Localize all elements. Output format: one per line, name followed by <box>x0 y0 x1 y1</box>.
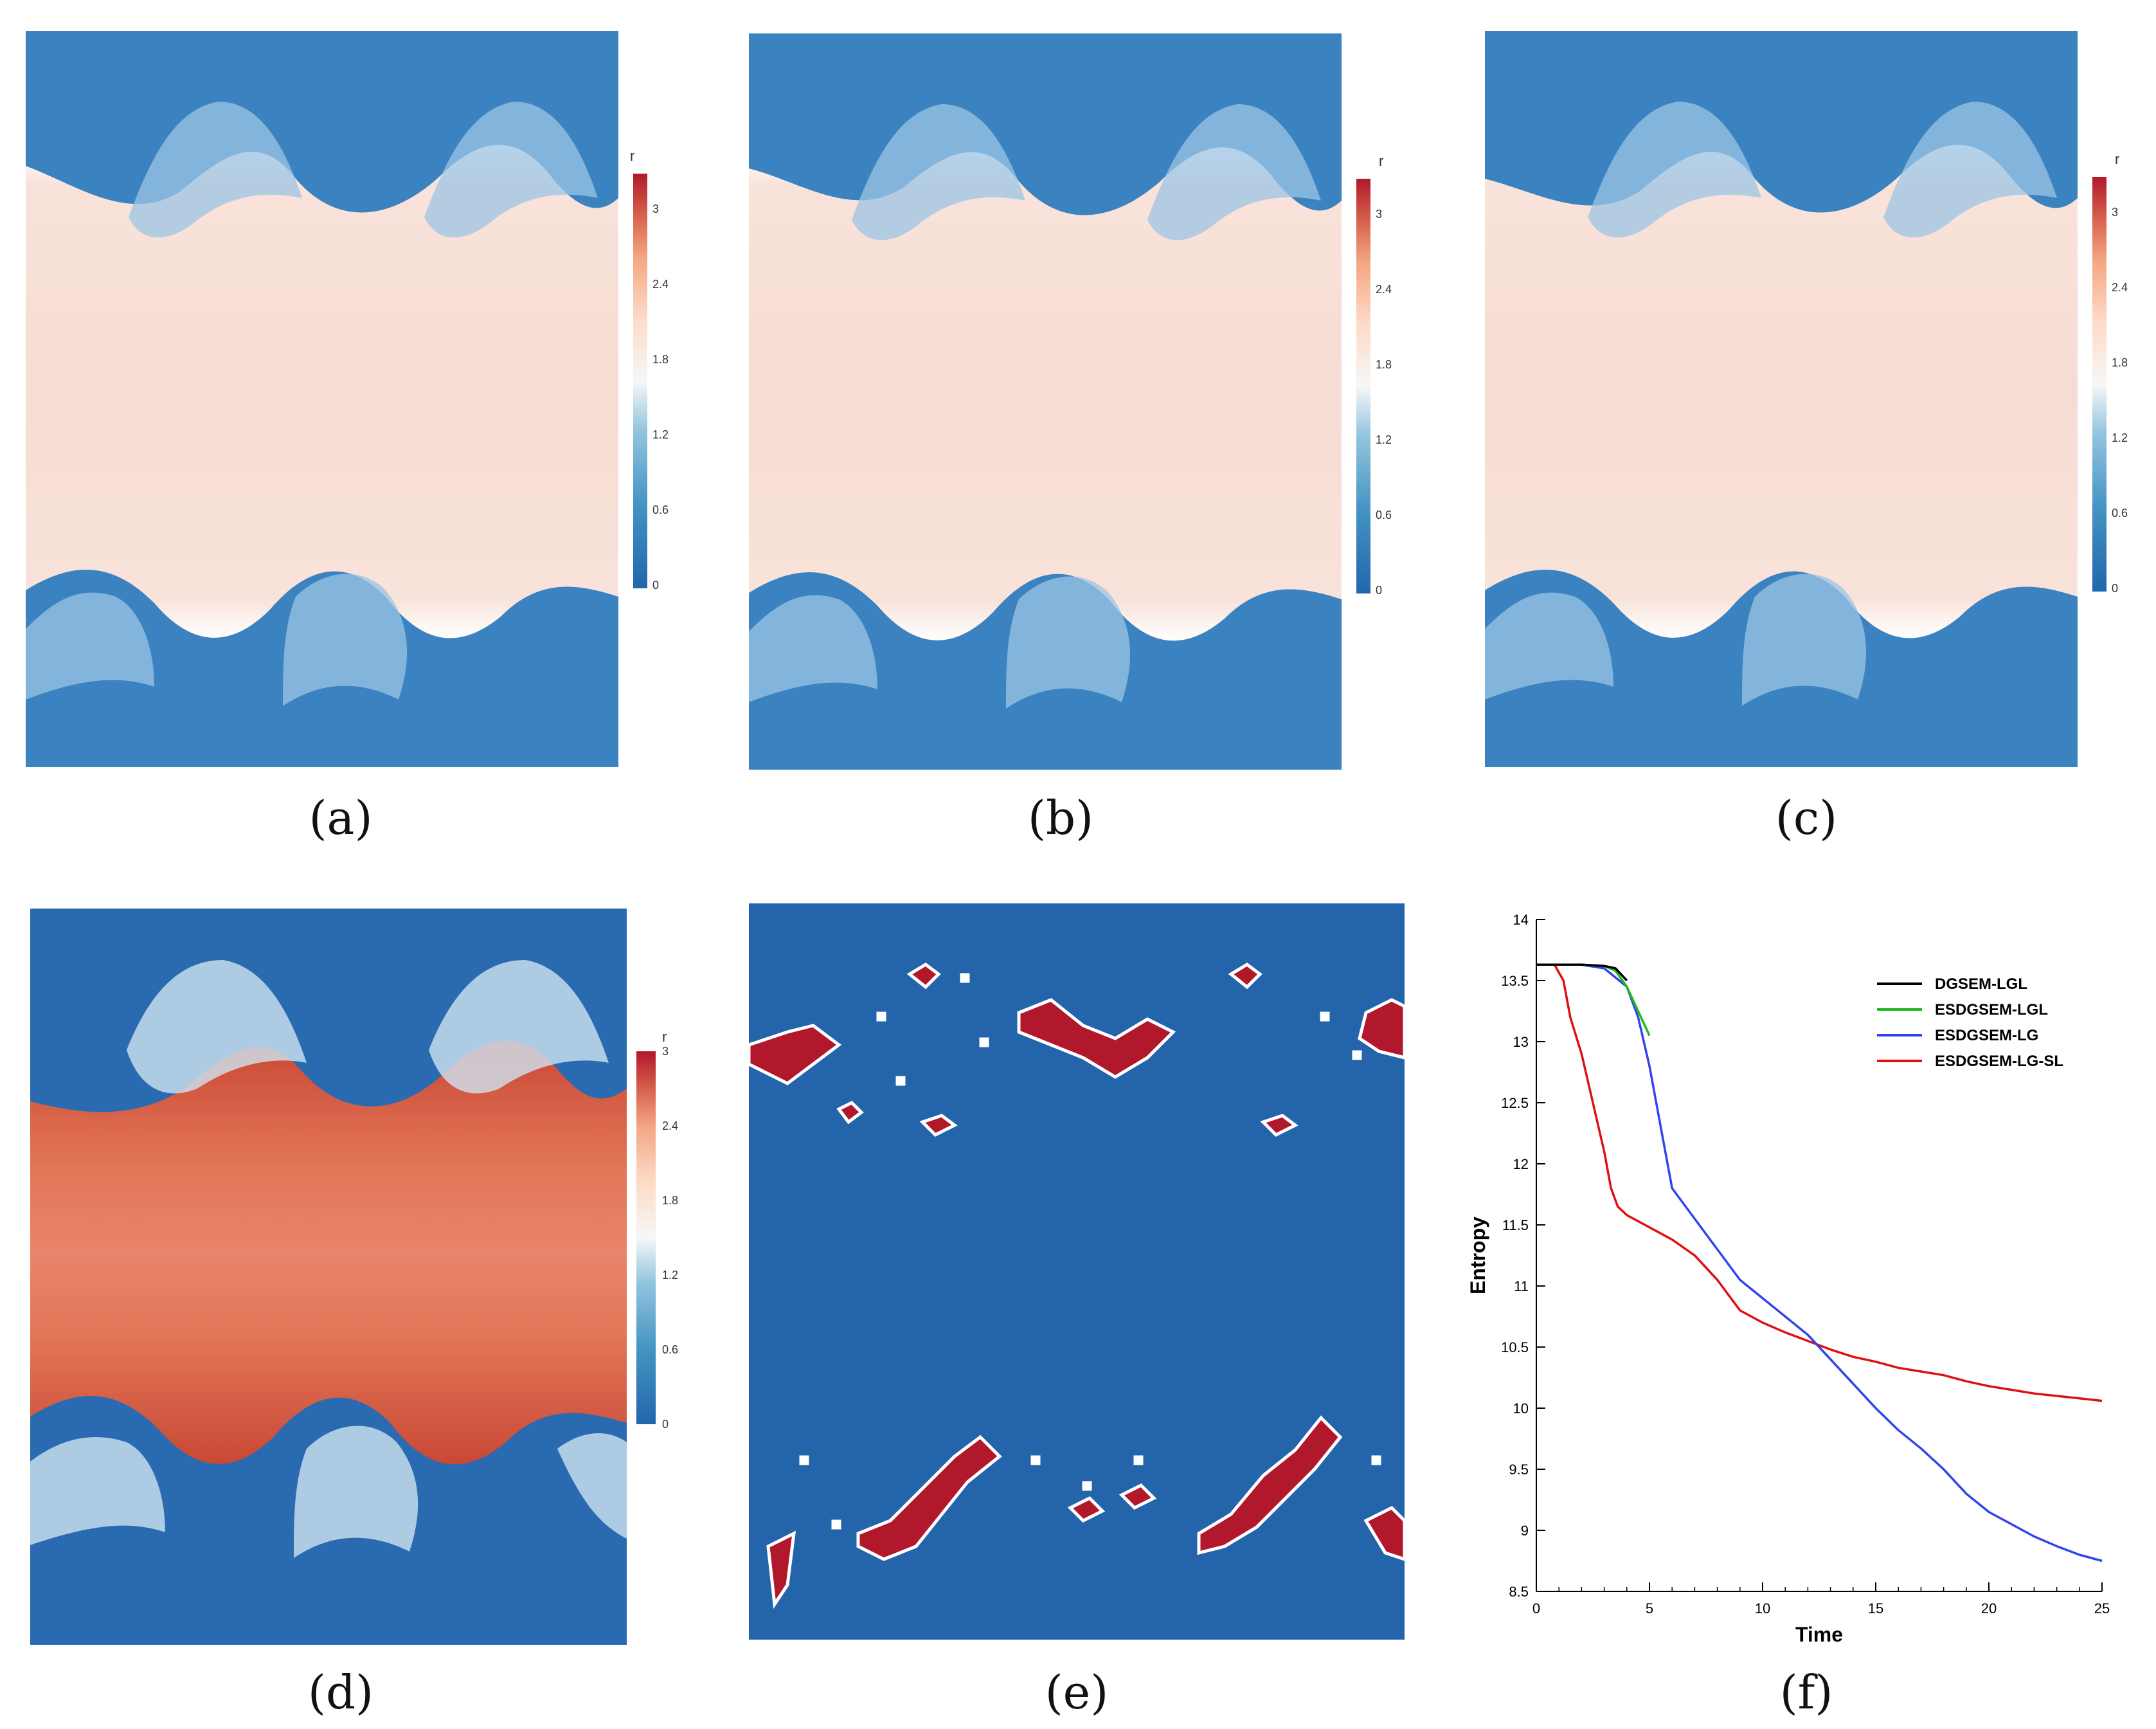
y-tick-label: 13.5 <box>1501 973 1529 989</box>
cbar-tick: 3 <box>662 1045 669 1058</box>
colorbar-d <box>636 1051 656 1424</box>
legend-label: ESDGSEM-LGL <box>1935 1001 2048 1018</box>
x-axis-label: Time <box>1795 1623 1843 1646</box>
colorbar-label-c: r <box>2115 151 2120 167</box>
colorbar-label-a: r <box>630 148 635 164</box>
cbar-tick: 1.2 <box>652 428 669 441</box>
cbar-tick: 3 <box>1376 208 1383 221</box>
y-tick-label: 11 <box>1514 1278 1529 1294</box>
cbar-tick: 0 <box>1376 584 1383 597</box>
x-tick-label: 20 <box>1981 1600 1997 1616</box>
legend-label: DGSEM-LGL <box>1935 975 2027 993</box>
colorbar-label-d: r <box>662 1029 667 1045</box>
cbar-tick: 2.4 <box>662 1119 679 1132</box>
cbar-tick: 1.2 <box>1376 433 1392 446</box>
cbar-tick: 2.4 <box>2112 281 2128 294</box>
density-field-d <box>30 909 627 1645</box>
cbar-tick: 1.8 <box>2112 356 2128 369</box>
y-axis-label: Entropy <box>1466 1217 1489 1294</box>
colorbar-c <box>2092 177 2107 592</box>
x-tick-label: 25 <box>2094 1600 2110 1616</box>
x-tick-label: 10 <box>1755 1600 1770 1616</box>
cbar-tick: 1.2 <box>662 1269 679 1281</box>
series-line-esdgsem-lg-sl <box>1536 963 2103 1402</box>
caption-b: (b) <box>1027 791 1094 845</box>
y-tick-label: 10.5 <box>1501 1339 1529 1355</box>
panel-e: (e) <box>720 881 1433 1729</box>
y-tick-label: 10 <box>1513 1400 1529 1417</box>
caption-c: (c) <box>1775 791 1838 845</box>
colorbar-b <box>1356 179 1370 593</box>
panel-b: r 3 2.4 1.8 1.2 0.6 0 (b) <box>720 0 1433 862</box>
cbar-tick: 0 <box>662 1418 669 1431</box>
cbar-tick: 0.6 <box>662 1343 679 1356</box>
cbar-tick: 0.6 <box>652 503 669 516</box>
cbar-tick: 1.2 <box>2112 431 2128 444</box>
legend-label: ESDGSEM-LG <box>1935 1027 2038 1044</box>
panel-c: r 3 2.4 1.8 1.2 0.6 0 (c) <box>1453 0 2156 862</box>
troubled-cells-map-e <box>749 903 1405 1640</box>
x-tick-label: 5 <box>1646 1600 1653 1616</box>
density-field-a <box>26 31 618 767</box>
y-tick-label: 14 <box>1513 912 1529 928</box>
panel-f: 0 5 10 15 20 25 8.5 9 9.5 10 10.5 11 11.5 12 12.5 13 13.… <box>1453 881 2156 1729</box>
y-tick-label: 8.5 <box>1509 1584 1529 1600</box>
caption-e: (e) <box>1045 1665 1109 1719</box>
caption-d: (d) <box>307 1665 374 1719</box>
cbar-tick: 1.8 <box>652 353 669 366</box>
colorbar-a <box>633 174 647 588</box>
cbar-tick: 2.4 <box>652 278 669 291</box>
cbar-tick: 0.6 <box>2112 507 2128 520</box>
density-field-c <box>1485 31 2078 767</box>
y-tick-label: 11.5 <box>1502 1217 1529 1233</box>
density-field-b <box>749 33 1342 770</box>
colorbar-label-b: r <box>1379 153 1384 169</box>
series-line-dgsem-lgl <box>1536 963 1628 982</box>
panel-a: r 3 2.4 1.8 1.2 0.6 0 (a) <box>0 0 714 862</box>
cbar-tick: 0.6 <box>1376 509 1392 521</box>
series-line-esdgsem-lgl <box>1536 963 1651 1036</box>
entropy-chart: 0 5 10 15 20 25 8.5 9 9.5 10 10.5 11 11.5 12 12.5 13 13.… <box>1466 912 2110 1646</box>
cbar-tick: 1.8 <box>1376 358 1392 371</box>
cbar-tick: 2.4 <box>1376 283 1392 296</box>
y-tick-label: 13 <box>1513 1034 1529 1050</box>
panel-d: r 3 2.4 1.8 1.2 0.6 0 (d) <box>0 881 714 1729</box>
y-tick-label: 9 <box>1521 1523 1529 1539</box>
cbar-tick: 1.8 <box>662 1194 679 1207</box>
legend-label: ESDGSEM-LG-SL <box>1935 1053 2063 1070</box>
y-tick-label: 9.5 <box>1509 1462 1529 1478</box>
series-line-esdgsem-lg <box>1536 963 2103 1562</box>
cbar-tick: 3 <box>2112 206 2119 219</box>
y-tick-label: 12 <box>1513 1156 1529 1172</box>
x-tick-label: 15 <box>1868 1600 1883 1616</box>
cbar-tick: 0 <box>2112 582 2119 595</box>
y-tick-label: 12.5 <box>1501 1095 1529 1111</box>
cbar-tick: 0 <box>652 579 660 592</box>
x-tick-label: 0 <box>1532 1600 1540 1616</box>
caption-a: (a) <box>309 791 373 845</box>
caption-f: (f) <box>1779 1665 1833 1719</box>
cbar-tick: 3 <box>652 203 660 215</box>
